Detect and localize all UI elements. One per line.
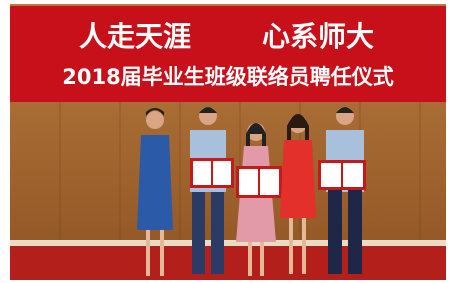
banner-title: 2018届毕业生班级联络员聘任仪式 xyxy=(62,65,393,89)
carpet xyxy=(10,246,446,280)
slogan: 人走天涯 xyxy=(79,20,191,53)
photo: 人走天涯 心系师大 2018届毕业生班级联络员聘任仪式 xyxy=(0,0,450,283)
slogan: 心系师大 xyxy=(262,20,374,53)
stage-edge xyxy=(10,240,446,246)
page: 人走天涯 心系师大 2018届毕业生班级联络员聘任仪式 (() => { con… xyxy=(0,0,450,283)
